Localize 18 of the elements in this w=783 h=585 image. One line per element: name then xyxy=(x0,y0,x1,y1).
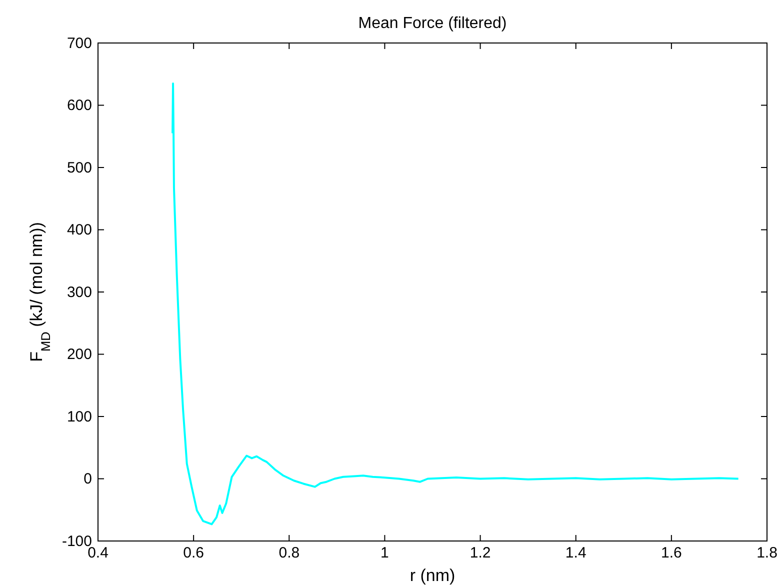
y-tick-label: 300 xyxy=(66,284,92,301)
x-tick-label: 1.8 xyxy=(756,544,778,562)
y-tick-label: 600 xyxy=(66,97,92,114)
x-tick-label: 1 xyxy=(380,544,389,562)
x-tick-label: 1.2 xyxy=(470,544,491,562)
y-tick-label: 200 xyxy=(66,346,92,364)
y-tick-label: 0 xyxy=(84,470,92,488)
x-axis-title: r (nm) xyxy=(410,566,456,585)
y-tick-label: 500 xyxy=(66,159,92,176)
line-series xyxy=(172,82,740,526)
chart-title: Mean Force (filtered) xyxy=(358,15,507,32)
x-tick-label: 0.6 xyxy=(183,544,204,562)
y-tick-label: 400 xyxy=(66,222,92,239)
x-tick-label: 1.6 xyxy=(661,544,682,562)
y-tick-label: 100 xyxy=(66,408,92,426)
x-tick-label: 1.4 xyxy=(565,544,586,562)
y-tick-label: 700 xyxy=(66,34,92,52)
x-tick-label: 0.8 xyxy=(278,544,300,562)
